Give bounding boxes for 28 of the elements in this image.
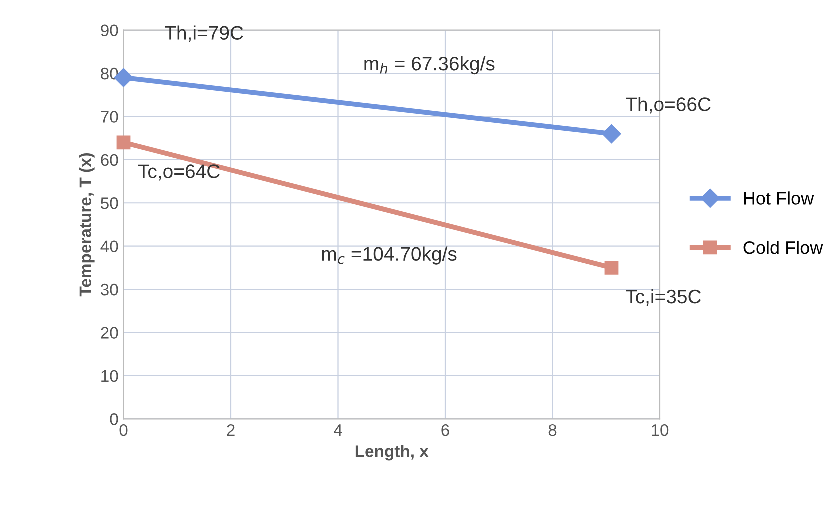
y-tick-label: 50 [101,198,118,210]
x-tick-label: 8 [548,424,557,436]
legend-label: Cold Flow [744,240,824,254]
y-tick-label: 60 [101,154,118,166]
x-tick-label: 0 [120,424,128,436]
point [602,124,622,144]
y-tick-label: 40 [100,240,118,253]
x-tick-label: 4 [334,424,342,436]
y-tick-label: 90 [101,24,118,37]
y-axis-title: Temperature, T (x) [79,153,95,297]
annotation: Tc,o=64C [138,164,220,181]
point [116,136,131,150]
annotation: m$_{h}$ = 67.36kg/s [364,56,495,75]
annotation: Tc,i=35C [626,289,702,306]
x-tick-label: 2 [227,424,235,436]
annotation: m$_{c}$ =104.70kg/s [322,246,457,265]
x-tick-label: 6 [442,424,450,436]
y-tick-label: 20 [101,327,118,339]
point [604,260,619,275]
y-tick-label: 70 [101,111,118,123]
y-tick-label: 10 [102,370,118,382]
y-tick-label: 30 [100,284,118,296]
x-axis-title: Length, x [356,445,429,461]
annotation: Th,i=79C [165,26,244,42]
y-tick-label: 0 [110,414,118,426]
annotation: Th,o=66C [626,97,711,114]
x-tick-label: 10 [652,424,669,436]
legend-label: Hot Flow [744,192,814,205]
